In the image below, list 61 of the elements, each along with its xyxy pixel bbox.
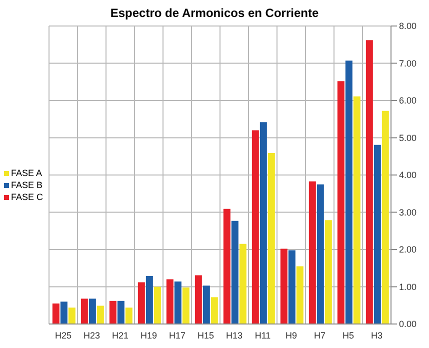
bar (194, 275, 202, 324)
bar (80, 298, 88, 324)
y-tick-label: 6.00 (399, 96, 417, 106)
bar (109, 300, 116, 324)
y-tick-label: 0.00 (399, 319, 417, 330)
bar (202, 286, 210, 324)
bar (125, 308, 132, 324)
bar (366, 40, 373, 324)
x-tick-label: H17 (169, 330, 186, 340)
x-tick-label: H25 (55, 330, 72, 340)
bar (210, 297, 218, 324)
x-tick-label: H15 (198, 330, 214, 340)
bar (324, 220, 332, 324)
bar (268, 153, 275, 324)
bar (60, 302, 68, 324)
bar (252, 130, 259, 324)
x-tick-label: H19 (140, 330, 158, 340)
bar (231, 220, 238, 324)
bar (174, 282, 182, 324)
bar (138, 282, 145, 324)
bar (374, 144, 381, 324)
y-tick-label: 5.00 (399, 132, 417, 143)
bar (353, 96, 360, 324)
bar (337, 81, 344, 324)
bar (117, 300, 124, 324)
bar (223, 208, 230, 324)
bar (96, 306, 104, 324)
x-tick-label: H23 (84, 330, 100, 340)
legend-label: FASE A (11, 168, 42, 178)
bar (68, 308, 76, 324)
y-tick-label: 1.00 (399, 282, 417, 292)
legend-label: FASE C (11, 192, 44, 202)
x-tick-label: H3 (370, 330, 383, 340)
bar (52, 304, 60, 324)
bar (88, 298, 96, 324)
bar (239, 244, 246, 324)
x-tick-label: H13 (226, 330, 243, 340)
bar (345, 60, 352, 324)
bar (288, 250, 296, 324)
bar (316, 184, 324, 324)
bar (260, 122, 267, 324)
x-tick-label: H7 (314, 330, 326, 340)
chart-title: Espectro de Armonicos en Corriente (109, 6, 320, 20)
legend-label: FASE B (11, 180, 43, 190)
bar (182, 287, 190, 324)
y-tick-label: 3.00 (399, 207, 417, 218)
y-tick-label: 4.00 (399, 170, 417, 180)
y-tick-label: 8.00 (399, 21, 417, 32)
bar (280, 248, 288, 324)
bar (166, 279, 174, 324)
y-tick-label: 2.00 (399, 244, 417, 255)
bar (154, 286, 161, 324)
bar (308, 181, 316, 324)
x-tick-label: H5 (342, 330, 354, 340)
x-tick-label: H21 (112, 330, 129, 340)
bar (146, 276, 153, 324)
x-tick-label: H9 (285, 330, 298, 340)
bar (296, 266, 304, 324)
bar (382, 110, 389, 324)
y-tick-label: 7.00 (399, 58, 417, 68)
x-tick-label: H11 (254, 330, 271, 340)
